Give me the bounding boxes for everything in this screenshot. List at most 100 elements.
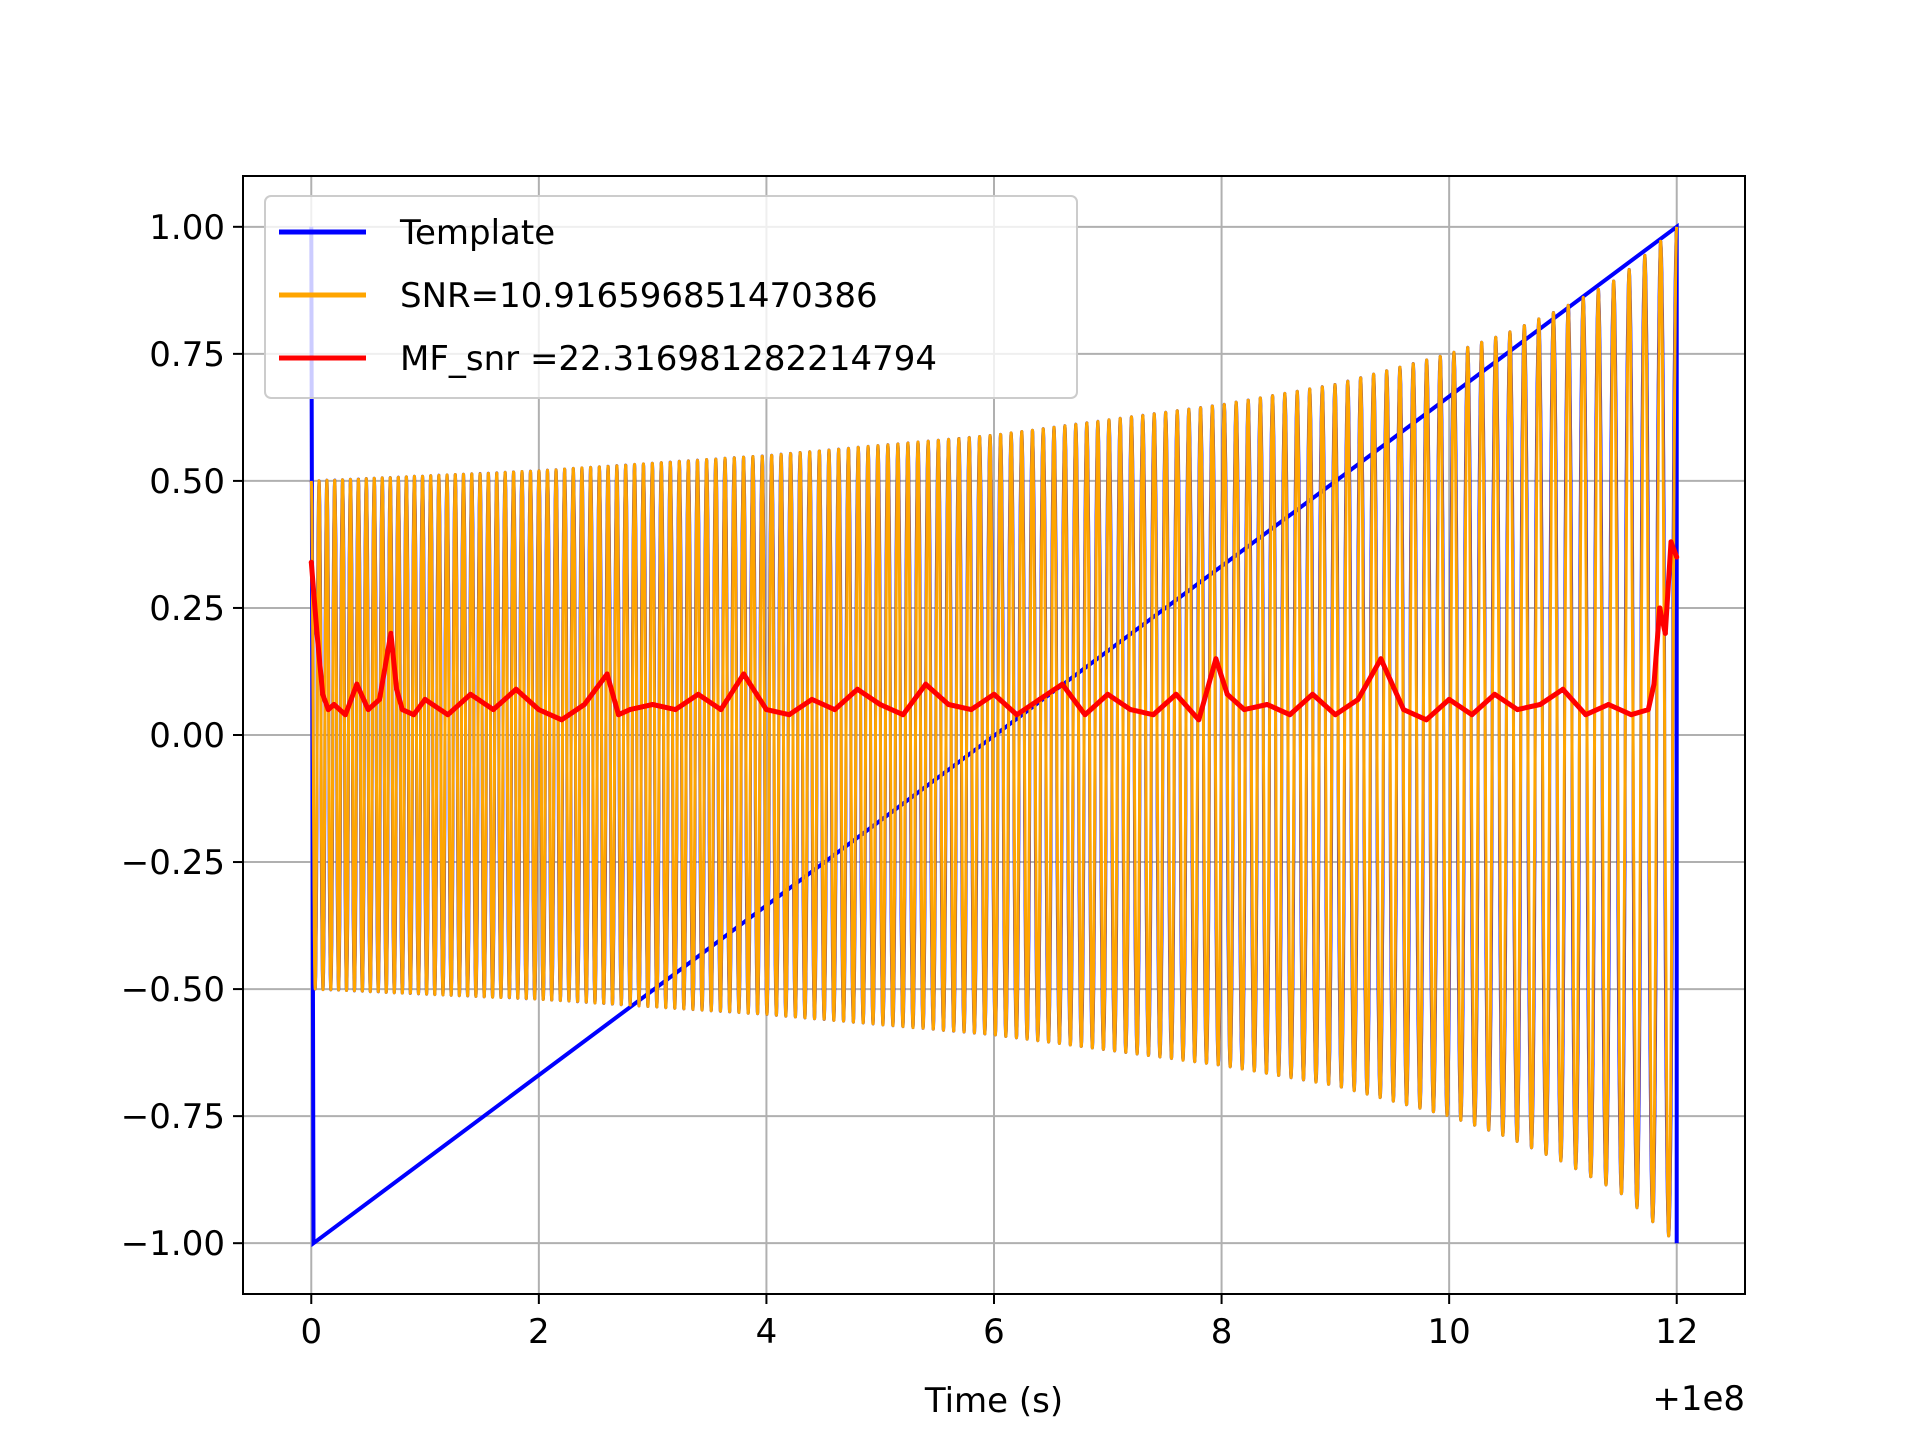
mf-snr-point (325, 707, 331, 713)
mf-snr-point (1628, 712, 1634, 718)
mf-snr-point (616, 712, 621, 718)
mf-snr-point (331, 702, 337, 708)
mf-snr-point (411, 712, 417, 718)
mf-snr-point (1423, 717, 1429, 723)
mf-snr-point (1514, 707, 1520, 713)
mf-snr-point (1105, 691, 1111, 697)
mf-snr-point (581, 702, 587, 708)
mf-snr-point (354, 681, 360, 687)
mf-snr-point (445, 712, 451, 718)
mf-snr-point (388, 630, 394, 636)
x-offset-text: +1e8 (1652, 1379, 1745, 1419)
mf-snr-point (1668, 539, 1674, 545)
mf-snr-point (832, 707, 838, 713)
mf-snr-point (1537, 702, 1543, 708)
y-tick-label: −0.25 (121, 843, 225, 883)
x-axis-label: Time (s) (924, 1381, 1063, 1421)
x-tick-label: 4 (756, 1312, 778, 1352)
mf-snr-point (854, 686, 860, 692)
mf-snr-point (1014, 712, 1020, 718)
mf-snr-point (809, 696, 815, 702)
mf-snr-point (1469, 712, 1475, 718)
mf-snr-point (1150, 712, 1156, 718)
mf-snr-point (1082, 712, 1088, 718)
mf-snr-point (1674, 554, 1680, 560)
mf-snr-point (1059, 681, 1065, 687)
y-tick-label: −0.50 (121, 970, 225, 1010)
mf-snr-point (1583, 712, 1589, 718)
y-tick-label: 0.75 (149, 335, 225, 375)
x-tick-label: 6 (983, 1312, 1005, 1352)
y-tick-label: −1.00 (121, 1224, 225, 1264)
mf-snr-point (320, 691, 326, 697)
plot-area (308, 222, 1680, 1248)
y-tick-label: −0.75 (121, 1097, 225, 1137)
x-tick-label: 2 (528, 1312, 550, 1352)
mf-snr-point (377, 696, 383, 702)
mf-snr-point (1213, 656, 1219, 662)
legend-label: Template (399, 213, 555, 253)
mf-snr-point (650, 702, 656, 708)
legend: Template SNR=10.916596851470386 MF_snr =22… (264, 195, 1078, 399)
y-tick-label: 0.50 (149, 462, 225, 502)
mf-snr-point (1662, 630, 1668, 636)
x-tick-label: 0 (300, 1312, 322, 1352)
mf-snr-point (1287, 712, 1293, 718)
mf-snr-point (672, 707, 678, 713)
mf-snr-point (399, 707, 405, 713)
mf-snr-point (1224, 691, 1230, 697)
mf-snr-point (1264, 702, 1270, 708)
mf-snr-point (1241, 707, 1247, 713)
mf-snr-point (1657, 605, 1663, 611)
mf-snr-point (308, 559, 314, 565)
mf-snr-point (1128, 707, 1134, 713)
mf-snr-point (1560, 686, 1566, 692)
mf-snr-point (1492, 691, 1498, 697)
mf-snr-point (1645, 707, 1651, 713)
mf-snr-point (923, 681, 929, 687)
mf-snr-point (968, 707, 974, 713)
mf-snr-point (490, 707, 496, 713)
mf-snr-point (394, 686, 400, 692)
mf-snr-point (900, 712, 906, 718)
mf-snr-point (627, 707, 633, 713)
mf-snr-point (718, 707, 724, 713)
y-tick-label: 1.00 (149, 208, 225, 248)
mf-snr-point (1037, 696, 1043, 702)
mf-snr-point (1446, 696, 1452, 702)
mf-snr-point (1332, 712, 1338, 718)
mf-snr-point (1401, 707, 1407, 713)
mf-snr-point (468, 691, 474, 697)
legend-box (264, 195, 1078, 399)
mf-snr-point (945, 702, 951, 708)
mf-snr-point (1651, 681, 1657, 687)
mf-snr-point (604, 671, 610, 677)
mf-snr-point (422, 696, 428, 702)
x-tick-label: 12 (1655, 1312, 1698, 1352)
x-tick-label: 10 (1428, 1312, 1471, 1352)
mf-snr-point (513, 686, 519, 692)
snr-line (309, 226, 1679, 1238)
mf-snr-point (1196, 717, 1202, 723)
mf-snr-point (342, 712, 348, 718)
mf-snr-point (314, 630, 320, 636)
mf-snr-point (786, 712, 792, 718)
mf-snr-point (741, 671, 747, 677)
mf-snr-point (559, 717, 565, 723)
mf-snr-point (991, 691, 997, 697)
legend-label: SNR=10.916596851470386 (400, 276, 878, 316)
mf-snr-point (536, 707, 542, 713)
y-tick-label: 0.25 (149, 589, 225, 629)
mf-snr-point (1173, 691, 1179, 697)
x-tick-label: 8 (1211, 1312, 1233, 1352)
legend-label: MF_snr =22.316981282214794 (400, 339, 937, 379)
mf-snr-point (1378, 656, 1384, 662)
mf-snr-point (1605, 702, 1611, 708)
mf-snr-point (1310, 691, 1316, 697)
mf-snr-point (695, 691, 701, 697)
mf-snr-point (877, 702, 883, 708)
mf-snr-point (365, 707, 371, 713)
mf-snr-point (1355, 696, 1361, 702)
ticks: 0 2 4 6 8 10 12 1.00 0.75 0.50 0.25 0.00 −0.25 −0.50 −… (121, 208, 1699, 1352)
